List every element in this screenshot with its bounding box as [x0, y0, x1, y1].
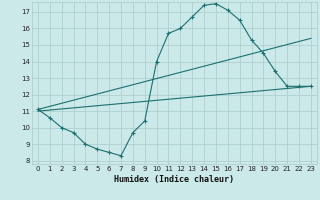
X-axis label: Humidex (Indice chaleur): Humidex (Indice chaleur) [115, 175, 234, 184]
